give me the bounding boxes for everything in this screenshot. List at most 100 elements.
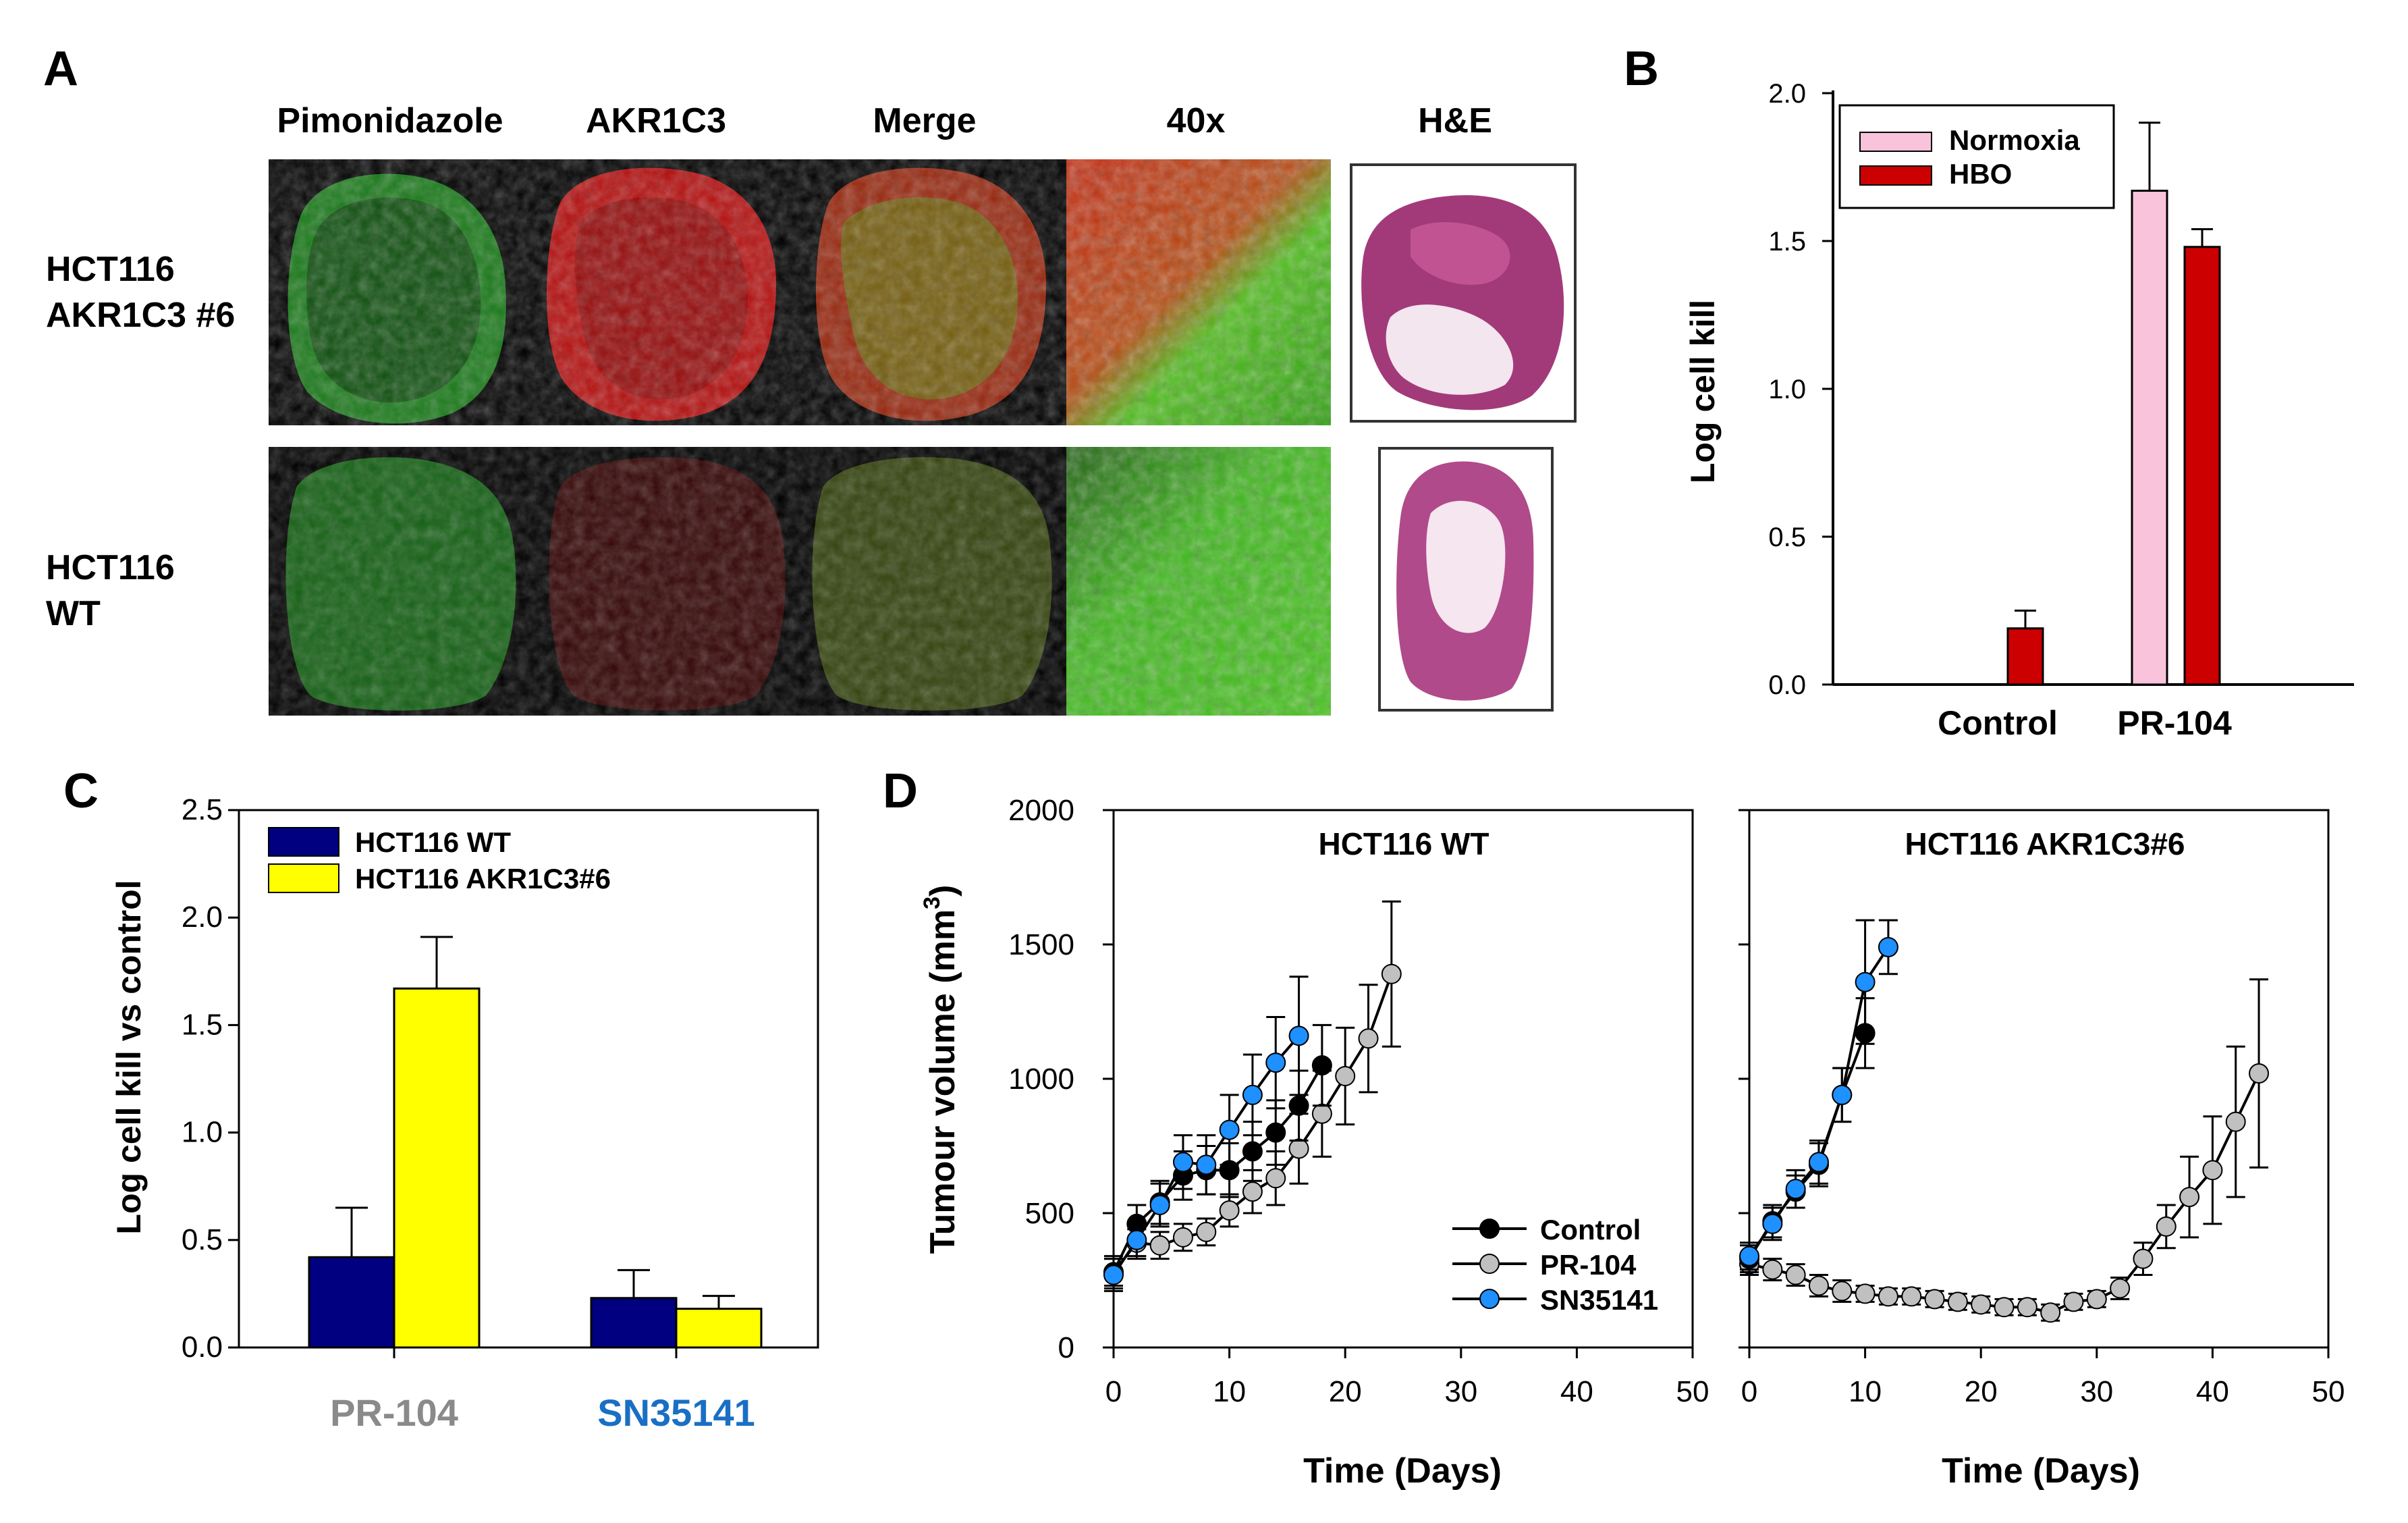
data-point	[1242, 1181, 1263, 1202]
panel-b-axes	[1832, 90, 2354, 686]
data-point	[1381, 963, 1402, 984]
panel-b-ylabel: Log cell kill	[1684, 300, 1722, 483]
legend-marker-sn35141	[1479, 1289, 1500, 1309]
x-tick-label: 50	[2312, 1375, 2345, 1408]
panel-c-category-pr104: PR-104	[330, 1391, 458, 1434]
legend-label-pr104: PR-104	[1540, 1249, 1637, 1281]
y-tick-label: 1000	[1008, 1063, 1074, 1096]
panel-b-bars	[2006, 122, 2221, 686]
panel-d-right-xlabel: Time (Days)	[1942, 1451, 2140, 1491]
y-tick-label: 1.5	[182, 1008, 223, 1041]
data-point	[2249, 1063, 2270, 1084]
legend-marker-pr104	[1479, 1254, 1500, 1274]
bar	[675, 1308, 763, 1349]
x-tick-label: 40	[1560, 1375, 1593, 1408]
data-point	[1149, 1235, 1170, 1256]
data-point	[1855, 1283, 1876, 1304]
bar	[2183, 246, 2221, 686]
data-point	[1196, 1154, 1217, 1175]
y-tick-label: 2000	[1008, 794, 1074, 827]
panel-d-right-series	[1739, 919, 2270, 1323]
y-tick-label: 500	[1025, 1197, 1074, 1230]
data-point	[1762, 1213, 1783, 1234]
panel-b-yticks: 0.0 0.5 1.0 1.5 2.0	[1768, 79, 1833, 700]
x-tick-label: 0	[1741, 1375, 1757, 1408]
panel-d-legend: Control PR-104 SN35141	[1452, 1214, 1658, 1316]
x-tick-label: 0	[1105, 1375, 1122, 1408]
data-point	[2017, 1297, 2037, 1318]
panel-d-left-xticks: 0 10 20 30 40 50	[1105, 1347, 1709, 1408]
data-point	[1288, 1095, 1309, 1116]
data-point	[1311, 1103, 1332, 1124]
row-label-wt-line1: HCT116	[46, 548, 175, 587]
panel-b-category-pr104: PR-104	[2117, 704, 2232, 742]
panel-b: B Log cell kill 0.00.51.01.52.0 Control …	[1624, 42, 2354, 742]
y-tick-label: 1.0	[1768, 375, 1806, 404]
col-header-he: H&E	[1418, 101, 1492, 140]
x-tick-label: 50	[1676, 1375, 1709, 1408]
panel-d-right-title: HCT116 AKR1C3#6	[1905, 826, 2185, 861]
data-point	[1808, 1275, 1829, 1296]
x-tick-label: 40	[2196, 1375, 2229, 1408]
data-point	[1762, 1259, 1783, 1280]
panel-d-left-xlabel: Time (Days)	[1303, 1451, 1502, 1491]
y-tick-label: 0.0	[1768, 670, 1806, 700]
legend-label-akr: HCT116 AKR1C3#6	[355, 863, 611, 894]
legend-label-normoxia: Normoxia	[1949, 124, 2080, 156]
bar	[2006, 627, 2044, 686]
panel-d-left-title: HCT116 WT	[1318, 826, 1489, 861]
data-point	[1265, 1168, 1286, 1189]
panel-d-yticks: 0 500 1000 1500 2000	[1008, 794, 1749, 1364]
y-tick-label: 2.0	[1768, 79, 1806, 109]
panel-c-category-sn35141: SN35141	[597, 1391, 755, 1434]
series-sn35141	[1739, 919, 1898, 1271]
row-label-akr-line2: AKR1C3 #6	[46, 296, 235, 335]
panel-c: C Log cell kill vs control 0.0 0.5 1.0 1.5 2…	[63, 764, 819, 1434]
panel-b-category-control: Control	[1938, 704, 2058, 742]
data-point	[2063, 1291, 2084, 1312]
y-tick-label: 0.5	[1768, 523, 1806, 552]
panel-d-letter: D	[883, 764, 918, 818]
row-label-akr-line1: HCT116	[46, 250, 175, 289]
data-point	[2133, 1248, 2154, 1269]
data-point	[1311, 1055, 1332, 1076]
data-point	[1219, 1119, 1240, 1140]
y-tick-label: 0	[1058, 1331, 1074, 1364]
data-point	[1172, 1152, 1193, 1173]
data-point	[1901, 1286, 1922, 1307]
series-line	[1748, 946, 1890, 1257]
data-point	[2202, 1160, 2223, 1181]
panel-d-ylabel: Tumour volume (mm3)	[919, 885, 962, 1254]
data-point	[1994, 1297, 2015, 1318]
x-tick-label: 30	[2080, 1375, 2113, 1408]
data-point	[1785, 1179, 1806, 1200]
data-point	[1242, 1141, 1263, 1162]
legend-label-hbo: HBO	[1949, 158, 2012, 190]
data-point	[1971, 1294, 1992, 1315]
legend-label-control: Control	[1540, 1214, 1641, 1246]
x-tick-label: 10	[1849, 1375, 1882, 1408]
data-point	[2110, 1278, 2131, 1299]
panel-d-ylabel-sup: 3	[919, 897, 945, 909]
data-point	[1878, 1286, 1898, 1307]
series-control	[1103, 1023, 1332, 1289]
data-point	[1808, 1152, 1829, 1173]
panel-a-letter: A	[43, 42, 78, 96]
bar	[590, 1297, 678, 1349]
data-point	[1855, 971, 1876, 992]
bar	[393, 987, 481, 1349]
y-tick-label: 1500	[1008, 928, 1074, 961]
legend-label-sn35141: SN35141	[1540, 1284, 1658, 1316]
legend-swatch-hbo	[1859, 165, 1932, 186]
col-header-40x: 40x	[1167, 101, 1226, 140]
data-point	[1103, 1264, 1124, 1285]
legend-label-wt: HCT116 WT	[355, 826, 511, 858]
panel-c-legend: HCT116 WT HCT116 AKR1C3#6	[268, 826, 611, 894]
panel-c-bars	[308, 936, 763, 1358]
col-header-pimonidazole: Pimonidazole	[277, 101, 503, 140]
panel-c-letter: C	[63, 764, 99, 818]
panel-d-right-xticks: 0 10 20 30 40 50	[1741, 1347, 2345, 1408]
data-point	[1832, 1281, 1853, 1302]
panel-c-ylabel: Log cell kill vs control	[110, 880, 148, 1234]
